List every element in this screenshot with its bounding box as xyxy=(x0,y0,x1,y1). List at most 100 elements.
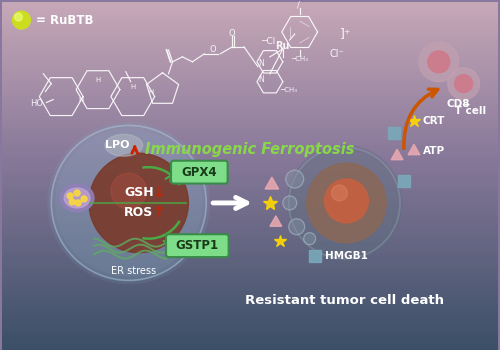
Bar xyxy=(2,305,498,308)
Polygon shape xyxy=(388,127,400,139)
Text: O: O xyxy=(229,29,235,38)
Bar xyxy=(2,141,498,145)
Circle shape xyxy=(419,42,459,82)
Bar xyxy=(2,239,498,242)
Bar xyxy=(2,301,498,305)
Text: GSTP1: GSTP1 xyxy=(176,239,219,252)
Bar xyxy=(2,20,498,23)
Bar xyxy=(2,16,498,20)
Bar xyxy=(2,58,498,61)
Bar xyxy=(2,9,498,13)
Text: = RuBTB: = RuBTB xyxy=(36,14,94,27)
Bar xyxy=(2,61,498,65)
Text: Cl⁻: Cl⁻ xyxy=(330,49,344,59)
Bar xyxy=(2,47,498,51)
Bar xyxy=(2,256,498,260)
Bar xyxy=(2,340,498,343)
Bar xyxy=(2,75,498,79)
Text: N: N xyxy=(258,75,264,84)
Bar xyxy=(2,208,498,211)
Text: +: + xyxy=(464,100,470,108)
Bar xyxy=(2,134,498,138)
Circle shape xyxy=(289,219,304,235)
Bar xyxy=(2,242,498,246)
Circle shape xyxy=(290,149,398,257)
Bar xyxy=(2,329,498,332)
Bar xyxy=(2,155,498,159)
Bar xyxy=(2,113,498,117)
Circle shape xyxy=(48,121,210,285)
Circle shape xyxy=(306,163,386,243)
Text: ER stress: ER stress xyxy=(111,266,156,275)
Bar xyxy=(2,166,498,169)
Polygon shape xyxy=(398,175,410,187)
FancyBboxPatch shape xyxy=(171,161,228,183)
Bar xyxy=(2,253,498,256)
Text: ─Cl: ─Cl xyxy=(261,37,275,47)
Bar xyxy=(2,96,498,100)
Bar xyxy=(2,291,498,294)
Bar xyxy=(2,93,498,96)
Bar xyxy=(2,218,498,221)
Bar xyxy=(2,162,498,166)
Bar xyxy=(2,308,498,312)
Bar xyxy=(2,51,498,54)
Polygon shape xyxy=(408,144,420,155)
Bar xyxy=(2,280,498,284)
Bar xyxy=(2,270,498,273)
Circle shape xyxy=(324,179,368,223)
Circle shape xyxy=(69,199,75,205)
Text: GSH: GSH xyxy=(124,187,154,199)
Ellipse shape xyxy=(105,134,142,156)
Bar xyxy=(2,117,498,120)
Circle shape xyxy=(332,185,347,201)
Bar xyxy=(2,68,498,72)
Text: Resistant tumor cell death: Resistant tumor cell death xyxy=(245,294,444,307)
Text: Immunogenic Ferroptosis: Immunogenic Ferroptosis xyxy=(145,142,355,157)
Bar xyxy=(2,214,498,218)
Circle shape xyxy=(304,233,316,245)
Bar xyxy=(2,260,498,263)
Bar xyxy=(2,89,498,93)
Circle shape xyxy=(55,130,203,276)
Text: ─CH₃: ─CH₃ xyxy=(280,87,297,93)
Text: H: H xyxy=(96,77,100,83)
Bar xyxy=(2,65,498,68)
Bar xyxy=(2,37,498,41)
Text: T cell: T cell xyxy=(450,105,486,116)
Bar xyxy=(2,326,498,329)
Bar xyxy=(2,27,498,30)
Bar xyxy=(2,249,498,253)
Bar xyxy=(2,336,498,340)
Polygon shape xyxy=(265,177,278,189)
Bar xyxy=(2,228,498,232)
Bar xyxy=(2,187,498,190)
Bar xyxy=(2,120,498,124)
Bar xyxy=(2,201,498,204)
Bar xyxy=(2,294,498,298)
Bar xyxy=(2,263,498,267)
Text: Ru: Ru xyxy=(276,41,290,51)
Polygon shape xyxy=(270,216,282,226)
Text: ATP: ATP xyxy=(423,146,445,156)
Bar xyxy=(2,54,498,58)
Text: ↑: ↑ xyxy=(152,205,165,220)
Circle shape xyxy=(14,13,22,21)
Bar xyxy=(2,169,498,173)
Text: H: H xyxy=(78,97,84,103)
Bar xyxy=(2,235,498,239)
Bar xyxy=(2,322,498,326)
Bar xyxy=(2,82,498,86)
Bar xyxy=(2,312,498,315)
Circle shape xyxy=(286,170,304,188)
Polygon shape xyxy=(308,250,320,261)
Circle shape xyxy=(283,196,296,210)
Bar xyxy=(2,246,498,249)
Text: ↓: ↓ xyxy=(152,186,165,201)
Text: LPO: LPO xyxy=(104,140,129,150)
Bar xyxy=(2,190,498,194)
Bar xyxy=(2,287,498,291)
Bar xyxy=(2,34,498,37)
Bar xyxy=(2,221,498,225)
Circle shape xyxy=(89,153,188,253)
